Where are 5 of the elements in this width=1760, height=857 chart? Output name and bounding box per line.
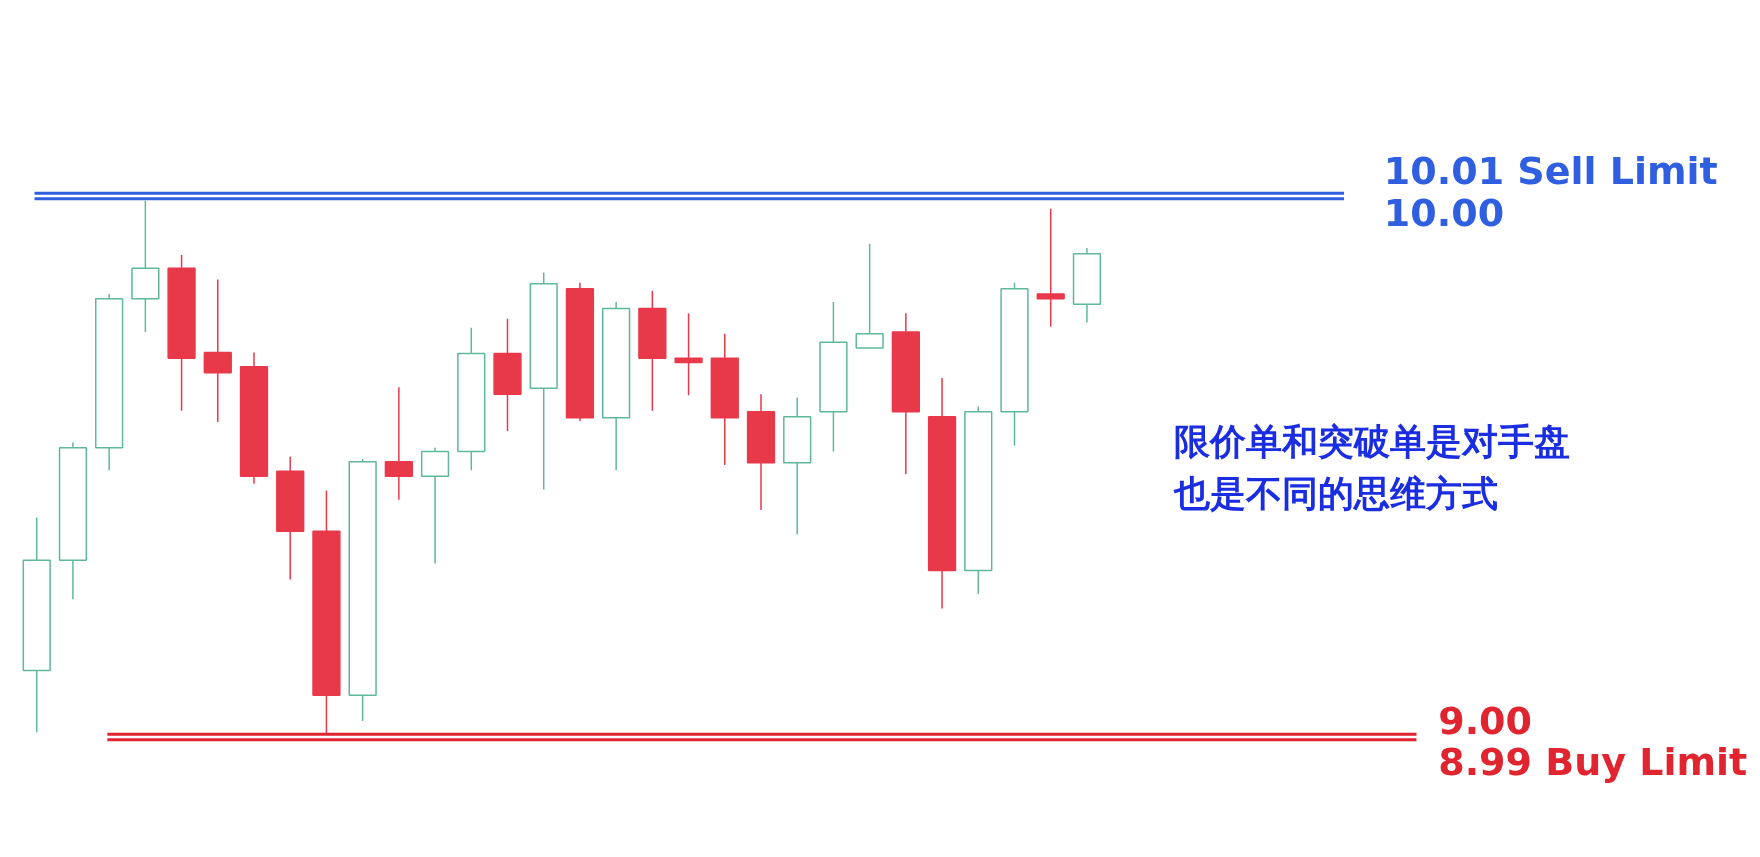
candlestick bbox=[384, 386, 413, 501]
text: 限价单和突破单是对手盘 bbox=[1173, 420, 1570, 462]
candlestick bbox=[674, 312, 703, 397]
text: 也是不同的思维方式 bbox=[1172, 472, 1498, 514]
candlestick bbox=[1036, 208, 1065, 328]
